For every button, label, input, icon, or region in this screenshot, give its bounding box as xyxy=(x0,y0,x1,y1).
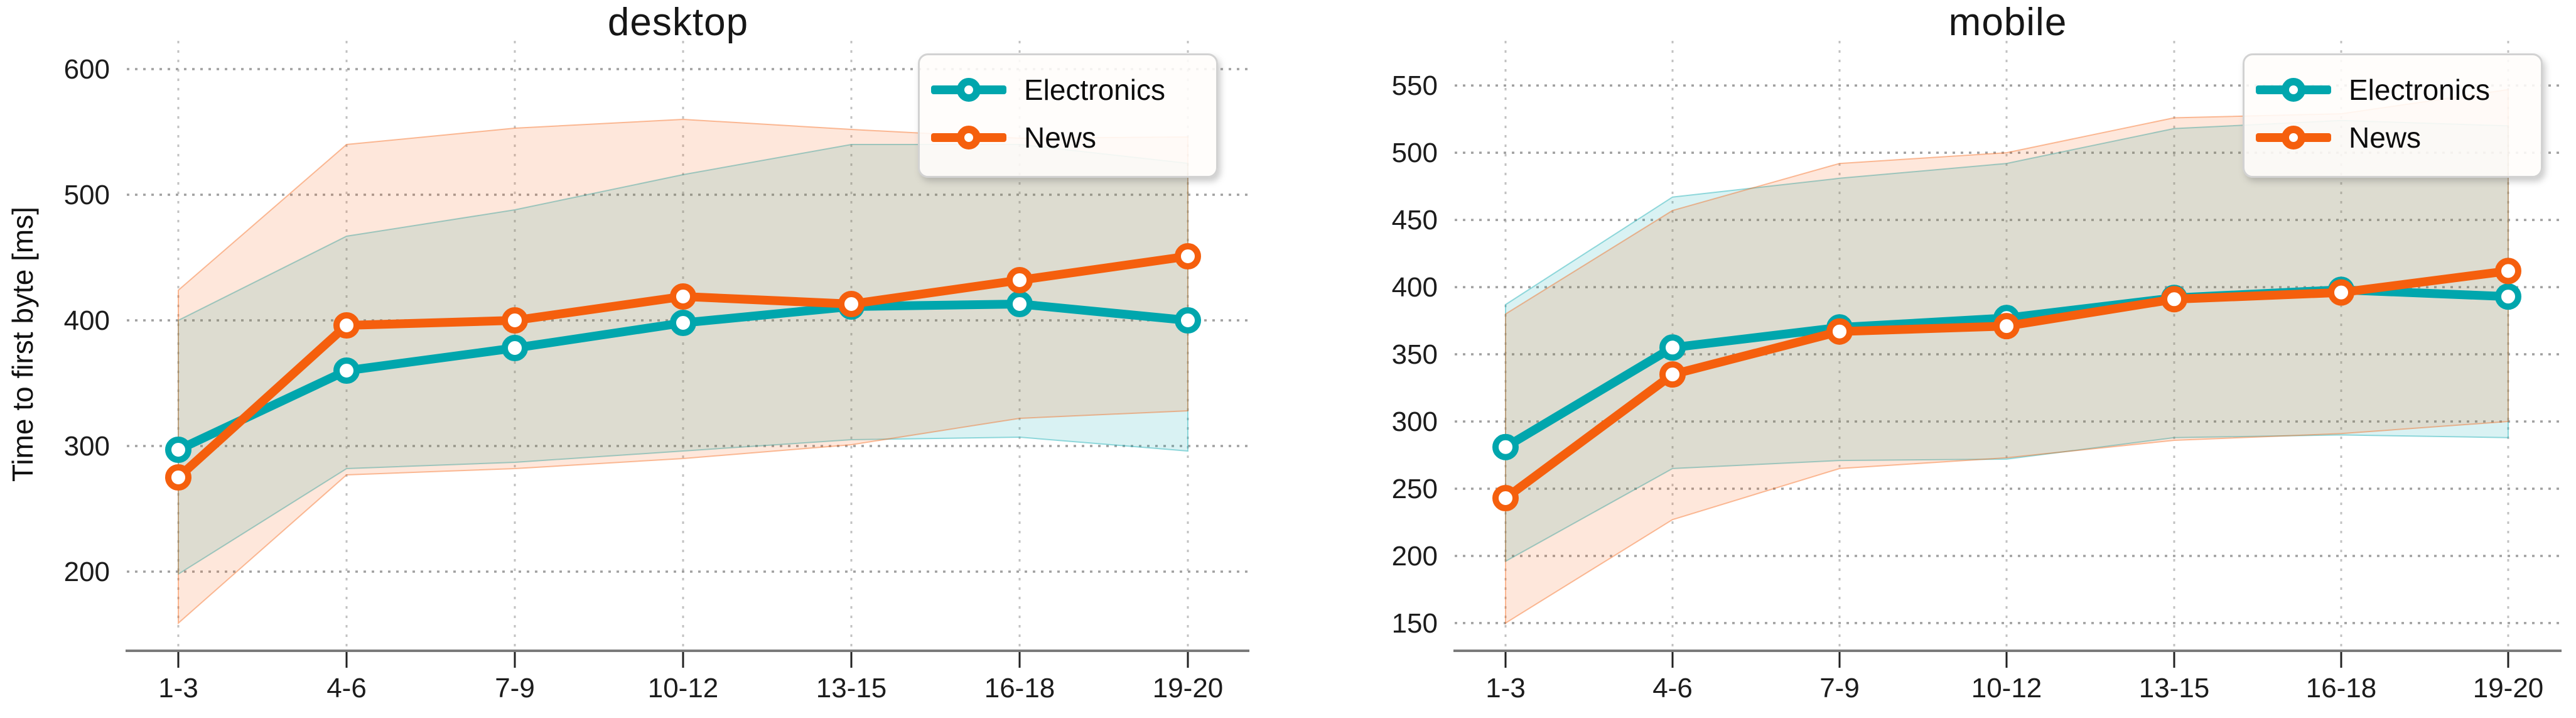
electronics-confidence-band xyxy=(1505,119,2509,563)
electronics-markers xyxy=(165,291,1201,463)
x-tick-label: 10-12 xyxy=(648,673,719,704)
news-marker-icon xyxy=(1826,318,1853,345)
electronics-marker-icon xyxy=(1175,307,1201,334)
mobile-chart: 550 500 450 400 350 300 250 200 150 1-3 4-6 7-9 10-1… xyxy=(1392,41,2562,704)
y-tick-label: 400 xyxy=(64,305,110,336)
news-markers xyxy=(165,243,1201,491)
y-tick-labels: 550 500 450 400 350 300 250 200 150 xyxy=(1392,70,1438,639)
news-marker-icon xyxy=(2328,279,2354,306)
legend-item-electronics: Electronics xyxy=(931,70,1216,109)
y-tick-label: 450 xyxy=(1392,205,1438,236)
news-marker-icon xyxy=(333,312,360,339)
electronics-marker-icon xyxy=(2282,78,2305,102)
news-marker-icon xyxy=(1993,313,2020,340)
y-tick-label: 200 xyxy=(1392,541,1438,572)
y-tick-label: 300 xyxy=(64,431,110,462)
legend-label-electronics: Electronics xyxy=(1024,73,1165,106)
legend-item-news: News xyxy=(931,118,1216,157)
news-confidence-band xyxy=(178,118,1188,625)
news-confidence-band xyxy=(1505,89,2509,624)
electronics-marker-icon xyxy=(957,78,981,102)
legend-label-news: News xyxy=(2349,121,2422,154)
desktop-legend: Electronics News xyxy=(918,53,1218,178)
x-tick-label: 4-6 xyxy=(1652,673,1693,704)
news-marker-icon xyxy=(1659,361,1686,388)
x-tick-label: 7-9 xyxy=(495,673,535,704)
mobile-legend: Electronics News xyxy=(2243,53,2543,178)
desktop-chart-title: desktop xyxy=(607,1,749,44)
x-tick-labels: 1-3 4-6 7-9 10-12 13-15 16-18 19-20 xyxy=(1485,673,2543,704)
x-tick-label: 16-18 xyxy=(984,673,1055,704)
y-tick-label: 300 xyxy=(1392,406,1438,437)
news-marker-icon xyxy=(1175,243,1201,269)
news-line-swatch-icon xyxy=(2256,126,2331,150)
news-marker-icon xyxy=(670,283,696,310)
x-tick-labels: 1-3 4-6 7-9 10-12 13-15 16-18 19-20 xyxy=(158,673,1223,704)
y-tick-labels: 600 500 400 300 200 xyxy=(64,54,110,587)
news-marker-icon xyxy=(502,307,528,334)
y-tick-label: 350 xyxy=(1392,339,1438,370)
y-tick-label: 600 xyxy=(64,54,110,85)
x-tick-label: 10-12 xyxy=(1971,673,2042,704)
x-tick-label: 4-6 xyxy=(326,673,367,704)
electronics-line-swatch-icon xyxy=(2256,78,2331,102)
x-tick-marks xyxy=(1504,652,2509,668)
electronics-confidence-band xyxy=(178,144,1188,575)
x-tick-label: 16-18 xyxy=(2306,673,2377,704)
y-axis-label: Time to first byte [ms] xyxy=(6,207,39,482)
y-tick-label: 250 xyxy=(1392,474,1438,504)
x-tick-label: 19-20 xyxy=(1153,673,1224,704)
legend-item-news: News xyxy=(2256,118,2541,157)
news-line-swatch-icon xyxy=(931,126,1006,150)
y-tick-label: 400 xyxy=(1392,272,1438,303)
x-tick-label: 1-3 xyxy=(1485,673,1526,704)
legend-label-electronics: Electronics xyxy=(2349,73,2490,106)
y-tick-label: 200 xyxy=(64,557,110,587)
legend-label-news: News xyxy=(1024,121,1097,154)
x-tick-label: 13-15 xyxy=(816,673,887,704)
x-tick-label: 19-20 xyxy=(2473,673,2544,704)
electronics-marker-icon xyxy=(333,357,360,384)
news-marker-icon xyxy=(1006,267,1033,293)
x-tick-label: 1-3 xyxy=(158,673,198,704)
electronics-marker-icon xyxy=(670,310,696,336)
y-tick-label: 500 xyxy=(64,180,110,210)
news-marker-icon xyxy=(165,464,191,491)
mobile-chart-title: mobile xyxy=(1948,1,2067,44)
news-marker-icon xyxy=(1492,485,1519,511)
electronics-marker-icon xyxy=(1006,291,1033,317)
x-tick-marks xyxy=(177,652,1189,668)
news-marker-icon xyxy=(957,126,981,150)
electronics-marker-icon xyxy=(1659,334,1686,361)
electronics-marker-icon xyxy=(502,335,528,361)
electronics-marker-icon xyxy=(1492,433,1519,460)
y-tick-label: 500 xyxy=(1392,138,1438,168)
electronics-line-swatch-icon xyxy=(931,78,1006,102)
x-tick-label: 7-9 xyxy=(1819,673,1860,704)
news-marker-icon xyxy=(838,291,865,317)
news-marker-icon xyxy=(2282,126,2305,150)
y-tick-label: 550 xyxy=(1392,70,1438,101)
news-marker-icon xyxy=(2495,258,2521,285)
y-tick-label: 150 xyxy=(1392,608,1438,639)
news-markers xyxy=(1492,258,2521,511)
electronics-marker-icon xyxy=(2495,283,2521,310)
news-marker-icon xyxy=(2161,286,2187,313)
legend-item-electronics: Electronics xyxy=(2256,70,2541,109)
electronics-marker-icon xyxy=(165,437,191,463)
x-tick-label: 13-15 xyxy=(2139,673,2210,704)
